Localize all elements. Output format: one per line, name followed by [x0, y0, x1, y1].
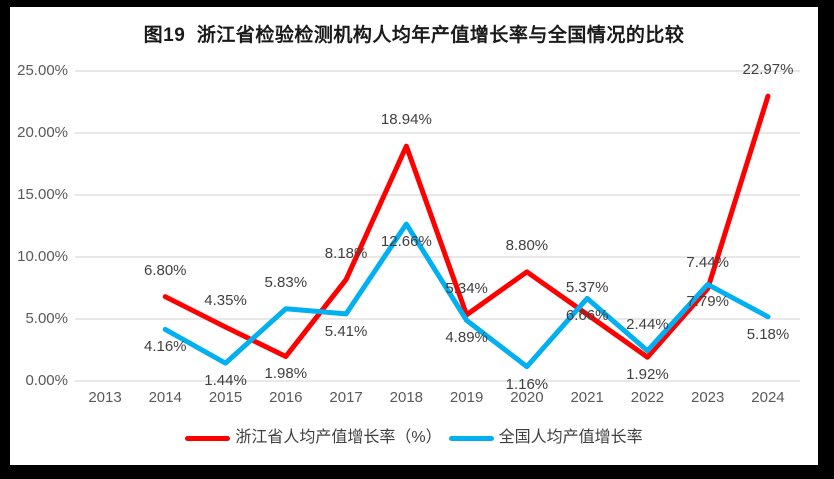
data-label-national: 4.16%	[143, 338, 187, 356]
data-label-national: 5.83%	[264, 273, 308, 291]
y-tick-label: 15.00%	[17, 186, 68, 203]
legend-line-swatch-zhejiang	[185, 435, 231, 441]
x-tick-label: 2013	[88, 389, 122, 406]
data-label-zhejiang: 1.98%	[264, 365, 308, 383]
x-tick-label: 2016	[269, 389, 303, 406]
data-label-national: 1.44%	[204, 372, 247, 390]
data-label-zhejiang: 7.44%	[686, 253, 729, 271]
x-tick-label: 2019	[449, 389, 484, 406]
x-tick-label: 2024	[751, 389, 785, 406]
data-label-national: 5.18%	[746, 325, 790, 343]
data-label-national: 5.41%	[324, 322, 368, 340]
data-label-zhejiang: 22.97%	[742, 61, 794, 79]
line-chart-plot	[75, 70, 800, 382]
data-label-national: 4.89%	[445, 329, 488, 347]
x-tick-label: 2020	[510, 389, 544, 406]
legend-label-national: 全国人均产值增长率	[498, 429, 643, 446]
x-tick-label: 2022	[630, 389, 665, 406]
legend-line-swatch-national	[448, 435, 494, 441]
x-tick-label: 2017	[329, 389, 363, 406]
y-tick-label: 10.00%	[17, 248, 68, 265]
series-line-0	[162, 93, 771, 360]
y-tick-label: 25.00%	[17, 62, 68, 79]
x-tick-label: 2023	[691, 389, 725, 406]
legend-item-national: 全国人均产值增长率	[448, 428, 643, 448]
data-label-national: 12.66%	[380, 233, 432, 251]
y-tick-label: 5.00%	[25, 310, 68, 327]
data-label-zhejiang: 5.37%	[565, 279, 609, 297]
data-label-zhejiang: 1.92%	[626, 366, 669, 384]
data-label-zhejiang: 6.80%	[143, 261, 187, 279]
x-tick-label: 2015	[208, 389, 243, 406]
legend-label-zhejiang: 浙江省人均产值增长率（%）	[235, 429, 442, 446]
data-label-national: 7.79%	[686, 293, 729, 311]
data-label-zhejiang: 8.80%	[505, 236, 549, 254]
data-label-zhejiang: 8.18%	[324, 244, 368, 262]
data-label-national: 2.44%	[626, 315, 669, 333]
x-tick-label: 2018	[389, 389, 424, 406]
y-tick-label: 20.00%	[17, 124, 68, 141]
y-tick-label: 0.00%	[25, 372, 68, 389]
data-label-zhejiang: 5.34%	[445, 279, 488, 297]
legend: 浙江省人均产值增长率（%） 全国人均产值增长率	[10, 428, 818, 448]
chart-canvas: 图19 浙江省检验检测机构人均年产值增长率与全国情况的比较 0.00% 5.00%…	[10, 7, 818, 465]
data-label-national: 1.16%	[505, 375, 549, 393]
chart-title: 图19 浙江省检验检测机构人均年产值增长率与全国情况的比较	[143, 25, 685, 46]
data-label-national: 6.66%	[565, 307, 609, 325]
x-tick-label: 2021	[570, 389, 604, 406]
x-tick-label: 2014	[148, 389, 182, 406]
data-label-zhejiang: 18.94%	[380, 111, 432, 129]
legend-item-zhejiang: 浙江省人均产值增长率（%）	[185, 428, 442, 448]
series-line-1	[162, 221, 771, 370]
data-label-zhejiang: 4.35%	[204, 292, 247, 310]
